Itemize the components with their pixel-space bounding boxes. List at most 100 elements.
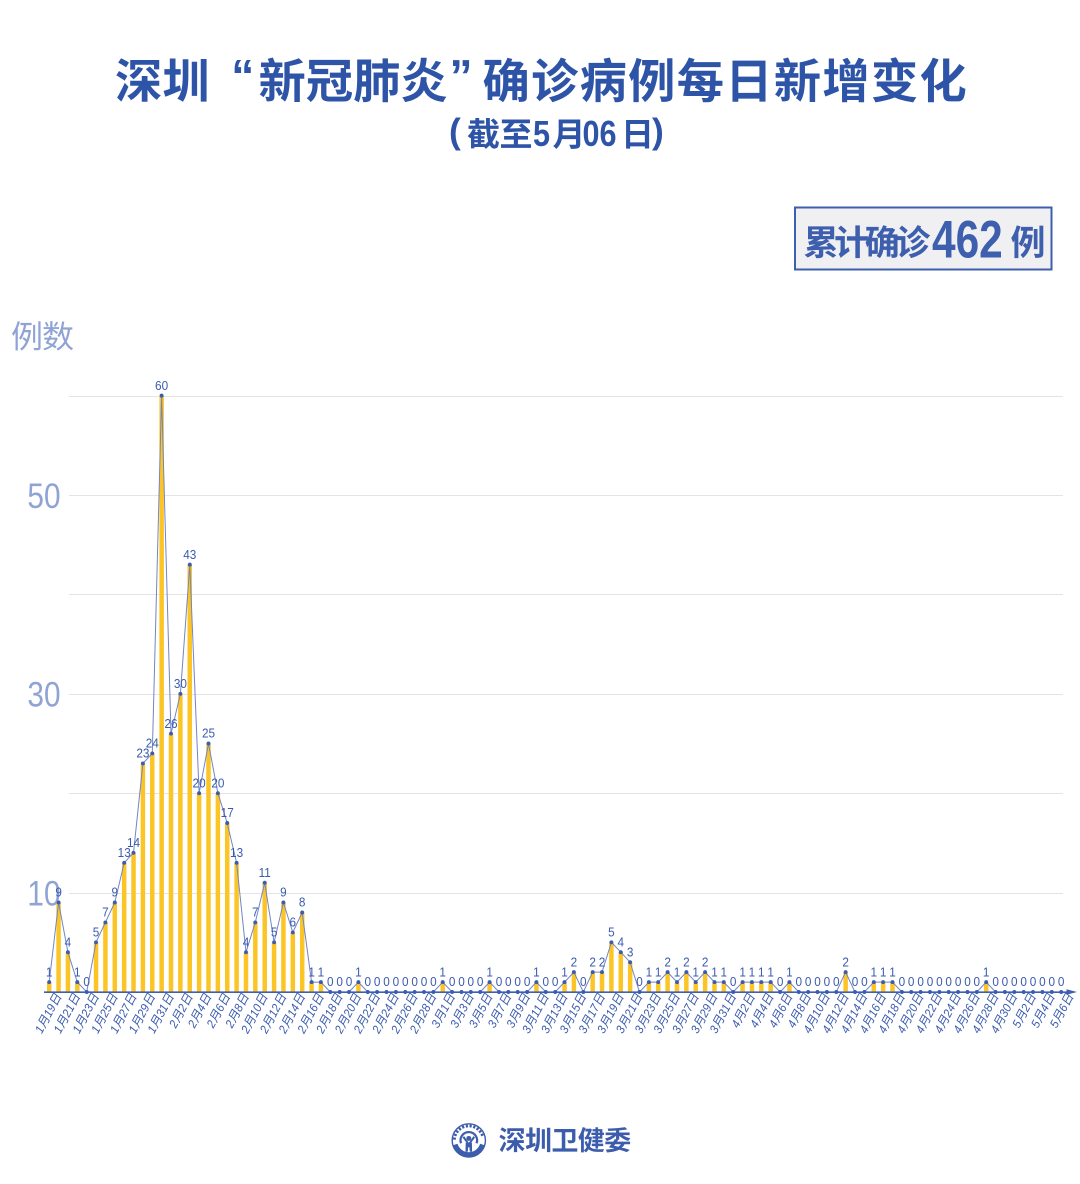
svg-text:13: 13 [230, 846, 243, 861]
svg-text:5: 5 [1010, 1018, 1025, 1030]
svg-text:0: 0 [83, 975, 90, 990]
svg-text:3: 3 [613, 1023, 628, 1035]
svg-text:4: 4 [913, 1023, 928, 1035]
svg-text:0: 0 [421, 975, 428, 990]
svg-text:23: 23 [136, 746, 149, 761]
svg-text:0: 0 [927, 975, 934, 990]
svg-text:0: 0 [374, 975, 381, 990]
svg-text:3: 3 [520, 1023, 535, 1035]
svg-text:24: 24 [378, 1002, 396, 1021]
svg-text:3: 3 [670, 1023, 685, 1035]
svg-text:0: 0 [899, 975, 906, 990]
svg-text:2: 2 [257, 1023, 273, 1036]
svg-text:9: 9 [112, 885, 119, 900]
svg-text:25: 25 [659, 1002, 677, 1021]
svg-text:20: 20 [341, 1002, 359, 1021]
svg-text:0: 0 [955, 975, 962, 990]
svg-text:31: 31 [154, 1002, 172, 1019]
svg-text:4: 4 [876, 1023, 891, 1035]
svg-text:1: 1 [758, 965, 765, 980]
svg-text:): ) [652, 111, 664, 151]
svg-text:5: 5 [1029, 1018, 1044, 1030]
svg-text:0: 0 [430, 975, 437, 990]
svg-text:4: 4 [243, 935, 250, 950]
svg-text:1: 1 [711, 965, 718, 980]
svg-text:2: 2 [599, 955, 606, 970]
svg-text:”: ” [450, 50, 473, 102]
svg-text:1: 1 [46, 965, 53, 980]
svg-text:4: 4 [895, 1023, 910, 1035]
svg-text:0: 0 [336, 975, 343, 990]
svg-text:2: 2 [683, 955, 690, 970]
svg-text:27: 27 [678, 1002, 696, 1021]
svg-text:9: 9 [280, 885, 287, 900]
svg-text:2: 2 [351, 1023, 367, 1036]
svg-text:23: 23 [640, 1002, 658, 1021]
svg-text:3: 3 [448, 1018, 463, 1030]
svg-text:5: 5 [533, 115, 550, 155]
svg-text:1: 1 [126, 1024, 141, 1036]
svg-text:3: 3 [595, 1023, 610, 1035]
svg-text:29: 29 [697, 1002, 715, 1021]
svg-text:0: 0 [458, 975, 465, 990]
svg-text:0: 0 [543, 975, 550, 990]
svg-text:26: 26 [959, 1002, 977, 1021]
svg-text:4: 4 [970, 1023, 985, 1035]
svg-text:4: 4 [65, 935, 72, 950]
svg-text:1: 1 [786, 965, 793, 980]
svg-text:1: 1 [880, 965, 887, 980]
svg-text:27: 27 [116, 1002, 134, 1021]
svg-text:0: 0 [833, 975, 840, 990]
svg-text:30: 30 [27, 675, 60, 714]
svg-text:24: 24 [146, 736, 159, 751]
svg-text:1: 1 [721, 965, 728, 980]
svg-text:26: 26 [164, 716, 177, 731]
svg-text:1: 1 [486, 965, 493, 980]
svg-text:0: 0 [402, 975, 409, 990]
svg-text:0: 0 [1002, 975, 1009, 990]
svg-text:2: 2 [166, 1018, 182, 1031]
svg-text:50: 50 [27, 477, 60, 516]
svg-text:0: 0 [449, 975, 456, 990]
svg-text:0: 0 [1020, 975, 1027, 990]
svg-text:29: 29 [134, 1002, 152, 1021]
svg-text:26: 26 [397, 1002, 415, 1021]
svg-text:0: 0 [777, 975, 784, 990]
svg-text:0: 0 [908, 975, 915, 990]
svg-text:2: 2 [702, 955, 709, 970]
svg-text:2: 2 [388, 1023, 404, 1036]
svg-text:0: 0 [327, 975, 334, 990]
svg-text:0: 0 [477, 975, 484, 990]
svg-text:0: 0 [974, 975, 981, 990]
svg-text:1: 1 [318, 965, 325, 980]
svg-text:1: 1 [674, 965, 681, 980]
svg-text:3: 3 [688, 1023, 703, 1035]
svg-text:06: 06 [583, 115, 617, 155]
svg-text:3: 3 [557, 1023, 572, 1035]
svg-text:14: 14 [127, 836, 140, 851]
svg-text:1: 1 [74, 965, 81, 980]
svg-text:10: 10 [27, 874, 60, 913]
svg-text:1: 1 [692, 965, 699, 980]
svg-text:0: 0 [814, 975, 821, 990]
svg-text:1: 1 [739, 965, 746, 980]
svg-text:1: 1 [889, 965, 896, 980]
svg-text:0: 0 [1011, 975, 1018, 990]
svg-text:1: 1 [749, 965, 756, 980]
svg-text:7: 7 [102, 905, 109, 920]
svg-text:30: 30 [174, 677, 187, 692]
svg-text:1: 1 [646, 965, 653, 980]
svg-text:0: 0 [468, 975, 475, 990]
svg-text:3: 3 [627, 945, 634, 960]
svg-text:3: 3 [707, 1023, 722, 1035]
svg-text:11: 11 [528, 1003, 545, 1020]
svg-text:0: 0 [796, 975, 803, 990]
svg-text:2: 2 [369, 1023, 385, 1036]
svg-text:31: 31 [716, 1002, 734, 1019]
svg-text:9: 9 [55, 885, 62, 900]
svg-text:0: 0 [496, 975, 503, 990]
svg-text:2: 2 [276, 1023, 292, 1036]
svg-text:0: 0 [580, 975, 587, 990]
svg-text:4: 4 [748, 1018, 763, 1030]
svg-text:1: 1 [145, 1024, 160, 1036]
